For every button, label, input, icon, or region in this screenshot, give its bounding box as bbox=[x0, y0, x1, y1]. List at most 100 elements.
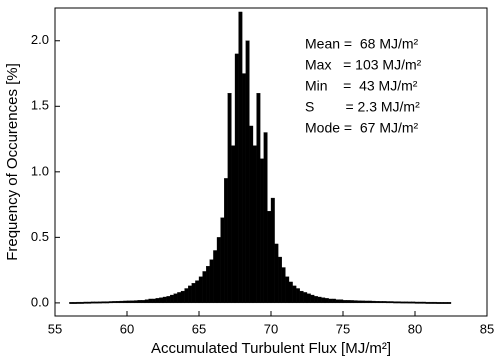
bar bbox=[72, 302, 77, 304]
bar bbox=[310, 294, 315, 304]
bar bbox=[252, 145, 257, 304]
bar bbox=[386, 301, 390, 304]
bar bbox=[213, 250, 218, 304]
bar bbox=[274, 243, 279, 304]
y-tick-label: 1.5 bbox=[31, 98, 49, 113]
bar bbox=[328, 298, 333, 304]
bar bbox=[206, 266, 210, 304]
bar bbox=[238, 11, 243, 304]
bar bbox=[108, 301, 113, 304]
bar bbox=[101, 301, 106, 304]
bar bbox=[324, 298, 329, 304]
bar bbox=[389, 301, 394, 304]
bar bbox=[209, 259, 214, 304]
bar bbox=[429, 301, 434, 304]
bar bbox=[382, 301, 387, 304]
bar bbox=[371, 300, 376, 304]
bar bbox=[292, 285, 297, 304]
bar bbox=[98, 301, 102, 304]
bar bbox=[436, 302, 441, 304]
bar bbox=[317, 296, 322, 304]
bar bbox=[357, 300, 362, 304]
bar bbox=[152, 298, 156, 304]
bar bbox=[418, 301, 423, 304]
bar bbox=[256, 93, 261, 304]
bar bbox=[220, 217, 225, 304]
bar bbox=[278, 256, 282, 304]
bar bbox=[306, 293, 311, 304]
bar bbox=[339, 299, 344, 304]
bar bbox=[116, 301, 120, 304]
bar bbox=[134, 300, 138, 304]
bar bbox=[195, 280, 200, 304]
bar bbox=[443, 302, 448, 304]
bar bbox=[198, 276, 203, 304]
bar bbox=[396, 301, 401, 304]
bar bbox=[299, 290, 304, 304]
bar bbox=[170, 294, 174, 304]
bar bbox=[447, 302, 452, 304]
bar bbox=[105, 301, 110, 304]
bar bbox=[166, 296, 171, 304]
bar bbox=[267, 210, 272, 304]
bar bbox=[425, 301, 430, 304]
bar bbox=[285, 276, 290, 304]
bar bbox=[87, 301, 92, 304]
y-axis-label: Frequency of Occurences [%] bbox=[4, 63, 21, 261]
bar bbox=[126, 300, 131, 304]
bar bbox=[123, 300, 128, 304]
x-tick-label: 55 bbox=[48, 321, 62, 336]
bar bbox=[159, 297, 164, 304]
bar bbox=[414, 301, 419, 304]
bar bbox=[191, 283, 196, 304]
bar bbox=[231, 145, 236, 304]
bar bbox=[202, 271, 207, 304]
y-tick-label: 2.0 bbox=[31, 32, 49, 47]
x-tick-label: 75 bbox=[336, 321, 350, 336]
x-tick-label: 85 bbox=[480, 321, 494, 336]
bar bbox=[281, 267, 286, 304]
bar bbox=[342, 300, 347, 304]
bar bbox=[130, 300, 135, 304]
bar bbox=[288, 281, 293, 304]
y-tick-label: 0.5 bbox=[31, 229, 49, 244]
bar bbox=[227, 93, 232, 304]
bar bbox=[69, 302, 74, 304]
bar bbox=[242, 73, 246, 304]
bar bbox=[224, 178, 228, 304]
annotation: Min = 43 MJ/m² bbox=[305, 78, 418, 94]
bar bbox=[173, 293, 178, 304]
bar bbox=[162, 296, 167, 304]
annotation: Mean = 68 MJ/m² bbox=[305, 36, 419, 52]
y-tick-label: 1.0 bbox=[31, 163, 49, 178]
bar bbox=[177, 292, 182, 304]
x-axis-label: Accumulated Turbulent Flux [MJ/m²] bbox=[151, 340, 391, 357]
bar bbox=[144, 299, 149, 304]
bar bbox=[80, 301, 84, 304]
bar bbox=[94, 301, 99, 304]
bar bbox=[119, 300, 124, 304]
bar bbox=[332, 298, 336, 304]
bar bbox=[148, 298, 153, 304]
bar bbox=[393, 301, 398, 304]
bar bbox=[263, 132, 268, 304]
x-tick-label: 80 bbox=[408, 321, 422, 336]
bar bbox=[335, 299, 340, 304]
bar bbox=[440, 302, 444, 304]
bar bbox=[141, 300, 146, 304]
bar bbox=[432, 301, 437, 304]
bar bbox=[321, 297, 326, 304]
bar bbox=[245, 40, 250, 304]
bar bbox=[76, 301, 81, 304]
bar bbox=[155, 298, 160, 304]
x-tick-label: 70 bbox=[264, 321, 278, 336]
bar bbox=[270, 197, 275, 304]
y-tick-label: 0.0 bbox=[31, 294, 49, 309]
annotation: S = 2.3 MJ/m² bbox=[305, 99, 420, 115]
x-tick-label: 65 bbox=[192, 321, 206, 336]
bar bbox=[364, 300, 369, 304]
bar bbox=[422, 301, 426, 304]
bar bbox=[90, 301, 95, 304]
bar bbox=[260, 158, 264, 304]
bar bbox=[296, 288, 300, 304]
